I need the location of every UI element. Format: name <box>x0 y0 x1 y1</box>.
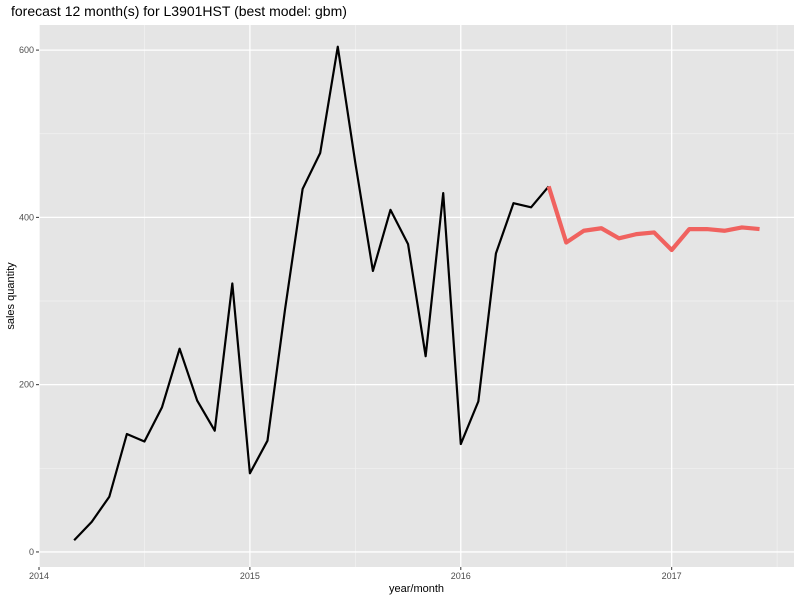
chart-title: forecast 12 month(s) for L3901HST (best … <box>11 3 347 19</box>
forecast-series-line <box>546 185 760 253</box>
x-tick-label: 2016 <box>451 571 471 581</box>
historical-series-line <box>73 45 550 541</box>
y-axis: 0 200 400 600 <box>19 45 39 557</box>
y-tick-label: 0 <box>29 547 34 557</box>
series-layer <box>73 45 760 541</box>
x-tick-label: 2014 <box>29 571 49 581</box>
y-tick-label: 400 <box>19 212 34 222</box>
y-axis-title: sales quantity <box>5 262 17 330</box>
x-axis: 2014 2015 2016 2017 <box>29 567 682 581</box>
x-axis-title: year/month <box>389 583 444 595</box>
major-gridlines <box>38 25 794 567</box>
x-tick-label: 2017 <box>662 571 682 581</box>
y-tick-label: 600 <box>19 45 34 55</box>
y-tick-label: 200 <box>19 380 34 390</box>
x-tick-label: 2015 <box>240 571 260 581</box>
